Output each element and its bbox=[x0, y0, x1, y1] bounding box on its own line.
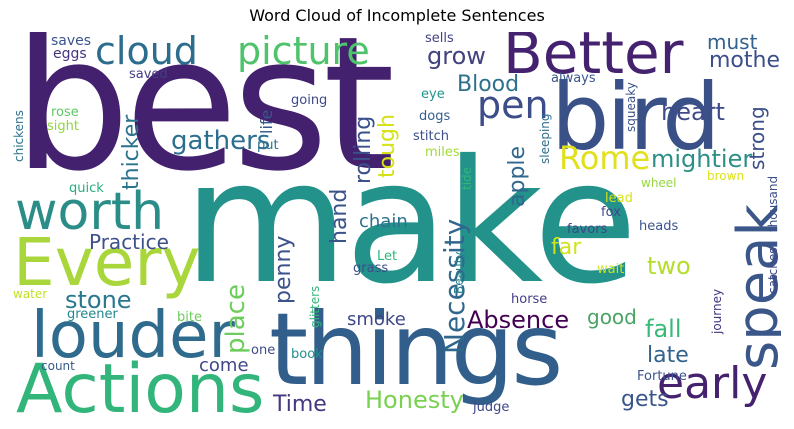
word-fox: fox bbox=[601, 205, 621, 220]
word-gets: gets bbox=[621, 387, 669, 412]
word-greener: greener bbox=[67, 307, 118, 322]
word-chickens: chickens bbox=[12, 110, 26, 162]
word-pen: pen bbox=[477, 83, 549, 127]
word-late: late bbox=[647, 343, 689, 368]
word-one: one bbox=[251, 343, 276, 358]
word-fall: fall bbox=[645, 315, 682, 343]
word-count: count bbox=[41, 359, 75, 373]
word-glitters: glitters bbox=[308, 285, 322, 328]
word-every: Every bbox=[13, 224, 201, 301]
word-squeaky: squeaky bbox=[624, 82, 638, 132]
word-strong: strong bbox=[745, 106, 769, 170]
word-heart: heart bbox=[661, 98, 725, 126]
word-bird: bird bbox=[551, 64, 721, 171]
word-sight: sight bbox=[47, 119, 79, 134]
word-heads: heads bbox=[639, 219, 679, 234]
word-rome: Rome bbox=[559, 139, 651, 177]
word-beauty: Beauty bbox=[452, 251, 466, 294]
word-wait: wait bbox=[597, 262, 625, 277]
word-practice: Practice bbox=[89, 230, 169, 254]
word-saves: saves bbox=[51, 33, 92, 49]
word-quick: quick bbox=[69, 181, 104, 196]
word-mother: mother bbox=[709, 48, 781, 73]
word-going: going bbox=[291, 93, 328, 108]
word-honesty: Honesty bbox=[365, 386, 464, 414]
word-sleeping: sleeping bbox=[538, 113, 552, 164]
word-thicker: thicker bbox=[119, 114, 144, 190]
word-time: Time bbox=[273, 392, 327, 417]
word-sells: sells bbox=[425, 32, 454, 46]
word-come: come bbox=[199, 355, 249, 376]
word-good: good bbox=[587, 305, 637, 329]
word-wheel: wheel bbox=[641, 176, 677, 190]
word-journey: journey bbox=[710, 288, 724, 334]
word-thousand: thousand bbox=[766, 175, 780, 232]
word-far: far bbox=[551, 235, 582, 260]
word-miles: miles bbox=[425, 145, 460, 160]
word-book: book bbox=[291, 347, 323, 362]
word-stone: stone bbox=[65, 286, 132, 314]
word-put: put bbox=[257, 138, 279, 153]
word-mightier: mightier bbox=[651, 145, 753, 173]
word-picture: picture bbox=[237, 32, 370, 73]
word-absence: Absence bbox=[467, 306, 570, 334]
word-brown: brown bbox=[707, 169, 745, 183]
word-eye: eye bbox=[421, 87, 445, 102]
word-smoke: smoke bbox=[347, 309, 406, 330]
word-judge: judge bbox=[473, 400, 510, 415]
word-louder: louder bbox=[31, 299, 235, 373]
word-dogs: dogs bbox=[419, 109, 451, 124]
chart-title: Word Cloud of Incomplete Sentences bbox=[249, 6, 545, 25]
word-tide: tide bbox=[460, 166, 474, 190]
word-tough: tough bbox=[375, 114, 400, 178]
word-things: things bbox=[269, 291, 563, 408]
word-water: water bbox=[13, 287, 48, 301]
word-hand: hand bbox=[327, 188, 352, 244]
word-rose: rose bbox=[51, 105, 79, 120]
word-life: life bbox=[257, 109, 276, 134]
word-horse: horse bbox=[511, 292, 548, 307]
word-actions: Actions bbox=[16, 350, 265, 418]
word-lead: lead bbox=[605, 191, 633, 206]
word-place: place bbox=[221, 284, 251, 354]
word-always: always bbox=[551, 71, 596, 86]
word-saved: saved bbox=[129, 67, 168, 82]
word-let: Let bbox=[377, 249, 398, 264]
word-catches: catches bbox=[766, 247, 780, 295]
word-apple: apple bbox=[505, 145, 530, 207]
word-blood: Blood bbox=[457, 72, 520, 97]
word-favors: favors bbox=[567, 222, 608, 237]
word-stitch: stitch bbox=[413, 129, 449, 144]
word-early: early bbox=[657, 358, 768, 409]
word-make: make bbox=[183, 124, 638, 322]
word-gathers: gathers bbox=[171, 126, 271, 156]
word-must: must bbox=[707, 32, 758, 54]
word-best: best bbox=[13, 32, 395, 212]
word-grass: grass bbox=[353, 261, 389, 276]
word-worth: worth bbox=[15, 182, 165, 242]
word-grow: grow bbox=[427, 42, 486, 70]
word-two: two bbox=[647, 252, 691, 280]
word-cloud-word: cloud bbox=[95, 32, 198, 73]
word-bite: bite bbox=[177, 310, 202, 325]
word-fortune: Fortune bbox=[637, 369, 687, 384]
word-penny: penny bbox=[271, 235, 296, 304]
word-chain: chain bbox=[359, 211, 408, 232]
word-cloud: best make things bird Better speak Every… bbox=[11, 32, 781, 417]
word-better: Better bbox=[503, 32, 684, 87]
word-rolling: rolling bbox=[351, 115, 376, 184]
word-eggs: eggs bbox=[53, 46, 87, 62]
